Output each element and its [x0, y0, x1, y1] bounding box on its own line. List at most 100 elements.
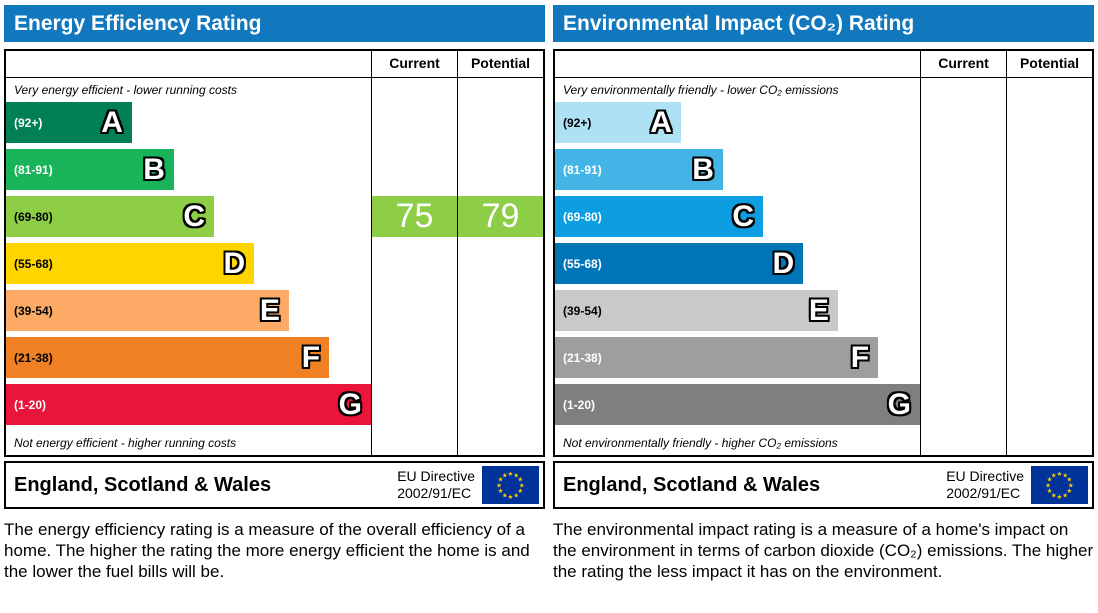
band-letter: E — [808, 293, 829, 327]
band-bar-a: (92+) A — [555, 102, 681, 143]
column-header-row: Current Potential — [555, 51, 1092, 78]
band-letter: E — [259, 293, 280, 327]
bottom-caption: Not energy efficient - higher running co… — [14, 436, 237, 450]
environmental-impact-panel: Environmental Impact (CO₂) Rating Curren… — [553, 5, 1094, 582]
eu-directive-line1: EU Directive — [397, 468, 475, 485]
band-range-label: (55-68) — [563, 256, 602, 271]
svg-text:★: ★ — [502, 491, 508, 499]
band-bar-c: (69-80) C — [555, 196, 764, 237]
svg-text:★: ★ — [517, 487, 523, 495]
eu-flag-icon: ★ ★★ ★★★ ★★★ ★★★ — [482, 466, 539, 504]
band-bar-e: (39-54) E — [555, 290, 838, 331]
current-column-header: Current — [371, 51, 457, 77]
band-range-label: (69-80) — [14, 209, 53, 224]
svg-text:★: ★ — [498, 487, 504, 495]
band-letter: F — [301, 340, 321, 374]
band-range-label: (1-20) — [14, 397, 47, 412]
svg-text:★: ★ — [517, 476, 523, 484]
svg-text:★: ★ — [519, 481, 525, 489]
svg-text:★: ★ — [1045, 481, 1051, 489]
band-bar-e: (39-54) E — [6, 290, 289, 331]
current-column — [920, 78, 1006, 455]
band-letter: A — [101, 105, 123, 139]
energy-chart-title: Energy Efficiency Rating — [4, 5, 545, 42]
svg-text:★: ★ — [498, 476, 504, 484]
band-row-e: (39-54) E — [6, 290, 371, 337]
svg-text:★: ★ — [1066, 487, 1072, 495]
band-row-d: (55-68) D — [555, 243, 920, 290]
top-caption: Very environmentally friendly - lower CO… — [563, 83, 839, 97]
energy-chart-footer: England, Scotland & Wales EU Directive 2… — [4, 461, 545, 509]
band-bar-f: (21-38) F — [6, 337, 330, 378]
environmental-chart-body: Very environmentally friendly - lower CO… — [555, 78, 1092, 455]
environmental-description: The environmental impact rating is a mea… — [553, 520, 1094, 582]
svg-text:★: ★ — [1047, 476, 1053, 484]
energy-bars-area: Very energy efficient - lower running co… — [6, 78, 371, 455]
band-range-label: (69-80) — [563, 209, 602, 224]
band-letter: G — [338, 387, 362, 421]
svg-text:★: ★ — [1062, 471, 1068, 479]
potential-column-header: Potential — [457, 51, 543, 77]
svg-text:★: ★ — [508, 470, 514, 478]
potential-column-header: Potential — [1006, 51, 1092, 77]
band-letter: B — [143, 152, 165, 186]
band-range-label: (39-54) — [14, 303, 53, 318]
region-label: England, Scotland & Wales — [14, 473, 272, 496]
svg-text:★: ★ — [508, 493, 514, 501]
band-row-a: (92+) A — [555, 102, 920, 149]
svg-text:★: ★ — [1051, 471, 1057, 479]
band-range-label: (81-91) — [14, 162, 53, 177]
eu-directive-line1: EU Directive — [946, 468, 1024, 485]
svg-text:★: ★ — [1047, 487, 1053, 495]
band-range-label: (39-54) — [563, 303, 602, 318]
svg-text:★: ★ — [1057, 470, 1063, 478]
eu-directive-line2: 2002/91/EC — [397, 485, 472, 501]
band-range-label: (21-38) — [14, 350, 53, 365]
band-row-b: (81-91) B — [555, 149, 920, 196]
environmental-chart-box: Current Potential Very environmentally f… — [553, 49, 1094, 457]
band-letter: G — [887, 387, 911, 421]
band-range-label: (21-38) — [563, 350, 602, 365]
band-row-g: (1-20) G — [555, 384, 920, 431]
svg-text:★: ★ — [513, 471, 519, 479]
energy-chart-box: Current Potential Very energy efficient … — [4, 49, 545, 457]
band-bar-g: (1-20) G — [555, 384, 920, 425]
band-bar-g: (1-20) G — [6, 384, 371, 425]
svg-text:★: ★ — [1068, 481, 1074, 489]
eu-directive-line2: 2002/91/EC — [946, 485, 1021, 501]
svg-text:★: ★ — [1057, 493, 1063, 501]
svg-text:★: ★ — [1066, 476, 1072, 484]
band-row-e: (39-54) E — [555, 290, 920, 337]
region-label: England, Scotland & Wales — [563, 473, 821, 496]
band-row-g: (1-20) G — [6, 384, 371, 431]
band-range-label: (55-68) — [14, 256, 53, 271]
band-bar-c: (69-80) C — [6, 196, 215, 237]
potential-rating-indicator: 79 — [458, 196, 543, 237]
column-header-row: Current Potential — [6, 51, 543, 78]
band-range-label: (92+) — [14, 115, 43, 130]
energy-description: The energy efficiency rating is a measur… — [4, 520, 530, 582]
band-range-label: (92+) — [563, 115, 592, 130]
current-column: 75 — [371, 78, 457, 455]
band-letter: B — [692, 152, 714, 186]
band-bar-f: (21-38) F — [555, 337, 879, 378]
svg-text:★: ★ — [1062, 491, 1068, 499]
potential-column — [1006, 78, 1092, 455]
environmental-chart-footer: England, Scotland & Wales EU Directive 2… — [553, 461, 1094, 509]
environmental-chart-title: Environmental Impact (CO₂) Rating — [553, 5, 1094, 42]
epc-charts-page: Energy Efficiency Rating Current Potenti… — [4, 5, 1094, 582]
energy-chart-body: Very energy efficient - lower running co… — [6, 78, 543, 455]
band-letter: C — [732, 199, 755, 233]
band-letter: C — [183, 199, 206, 233]
band-letter: D — [772, 246, 795, 280]
band-letter: D — [223, 246, 246, 280]
band-range-label: (81-91) — [563, 162, 602, 177]
current-rating-indicator: 75 — [372, 196, 457, 237]
band-letter: F — [850, 340, 870, 374]
potential-column: 79 — [457, 78, 543, 455]
band-bar-d: (55-68) D — [6, 243, 255, 284]
band-bar-d: (55-68) D — [555, 243, 804, 284]
band-row-b: (81-91) B — [6, 149, 371, 196]
svg-text:★: ★ — [513, 491, 519, 499]
current-column-header: Current — [920, 51, 1006, 77]
